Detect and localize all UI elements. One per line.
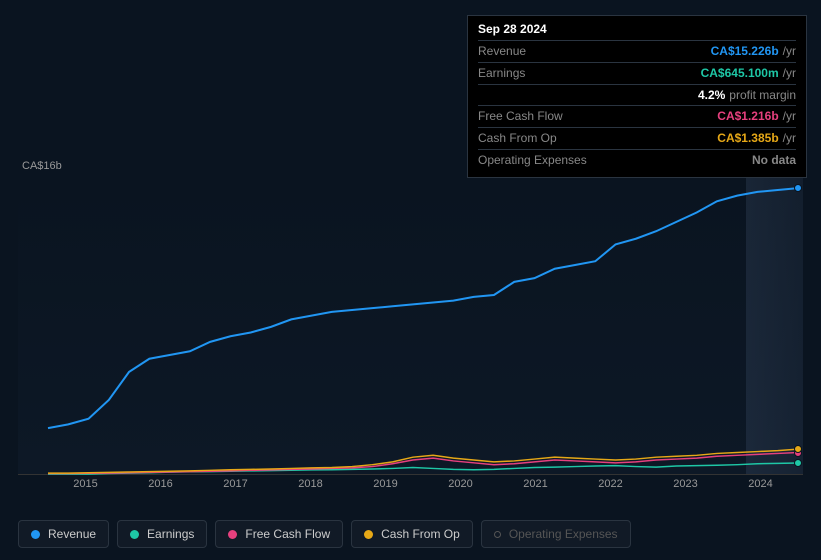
x-axis-tick-label: 2022 [598, 478, 622, 490]
tooltip-row: 4.2%profit margin [478, 84, 796, 106]
x-axis-tick-label: 2016 [148, 478, 172, 490]
series-endpoint-dot [794, 184, 802, 192]
series-endpoint-dot [794, 445, 802, 453]
chart-plot-area[interactable] [18, 175, 803, 475]
data-tooltip: Sep 28 2024 Revenue CA$15.226b/yr Earnings… [467, 15, 807, 178]
legend-dot-icon [364, 530, 373, 539]
x-axis-tick-label: 2015 [73, 478, 97, 490]
x-axis-tick-label: 2020 [448, 478, 472, 490]
legend-item[interactable]: Free Cash Flow [215, 520, 343, 548]
tooltip-row: Operating Expenses No data [478, 149, 796, 171]
legend-item[interactable]: Earnings [117, 520, 207, 548]
financials-chart: CA$16b CA$0 2015201620172018201920202021… [18, 160, 803, 500]
tooltip-row: Free Cash Flow CA$1.216b/yr [478, 105, 796, 127]
legend-item[interactable]: Operating Expenses [481, 520, 631, 548]
tooltip-row-value: CA$15.226b/yr [711, 43, 796, 60]
legend-item[interactable]: Cash From Op [351, 520, 473, 548]
tooltip-row-label: Free Cash Flow [478, 108, 563, 125]
x-axis-tick-label: 2019 [373, 478, 397, 490]
legend-item-label: Cash From Op [381, 527, 460, 541]
x-axis-tick-label: 2023 [673, 478, 697, 490]
tooltip-row-label: Earnings [478, 65, 525, 82]
tooltip-row-label: Operating Expenses [478, 152, 587, 169]
tooltip-date: Sep 28 2024 [478, 22, 796, 40]
series-line [48, 449, 798, 473]
legend-dot-icon [31, 530, 40, 539]
tooltip-row: Earnings CA$645.100m/yr [478, 62, 796, 84]
legend-item-label: Operating Expenses [509, 527, 618, 541]
legend-item-label: Revenue [48, 527, 96, 541]
legend-dot-icon [228, 530, 237, 539]
tooltip-row: Revenue CA$15.226b/yr [478, 40, 796, 62]
legend-dot-icon [494, 531, 501, 538]
series-endpoint-dot [794, 459, 802, 467]
chart-lines [18, 175, 803, 475]
tooltip-row-value: No data [752, 152, 796, 169]
tooltip-row-value: CA$1.385b/yr [717, 130, 796, 147]
y-axis-max-label: CA$16b [22, 160, 62, 172]
tooltip-row: Cash From Op CA$1.385b/yr [478, 127, 796, 149]
tooltip-row-value: CA$645.100m/yr [701, 65, 796, 82]
tooltip-row-value: CA$1.216b/yr [717, 108, 796, 125]
legend-dot-icon [130, 530, 139, 539]
tooltip-row-label: Cash From Op [478, 130, 557, 147]
series-line [48, 188, 798, 428]
tooltip-row-value: 4.2%profit margin [698, 87, 796, 104]
x-axis-tick-label: 2018 [298, 478, 322, 490]
legend-item-label: Earnings [147, 527, 194, 541]
legend-item-label: Free Cash Flow [245, 527, 330, 541]
x-axis-tick-label: 2021 [523, 478, 547, 490]
legend-item[interactable]: Revenue [18, 520, 109, 548]
x-axis-tick-label: 2017 [223, 478, 247, 490]
tooltip-row-label: Revenue [478, 43, 526, 60]
x-axis-tick-label: 2024 [748, 478, 772, 490]
chart-legend: Revenue Earnings Free Cash Flow Cash From O… [18, 520, 631, 548]
